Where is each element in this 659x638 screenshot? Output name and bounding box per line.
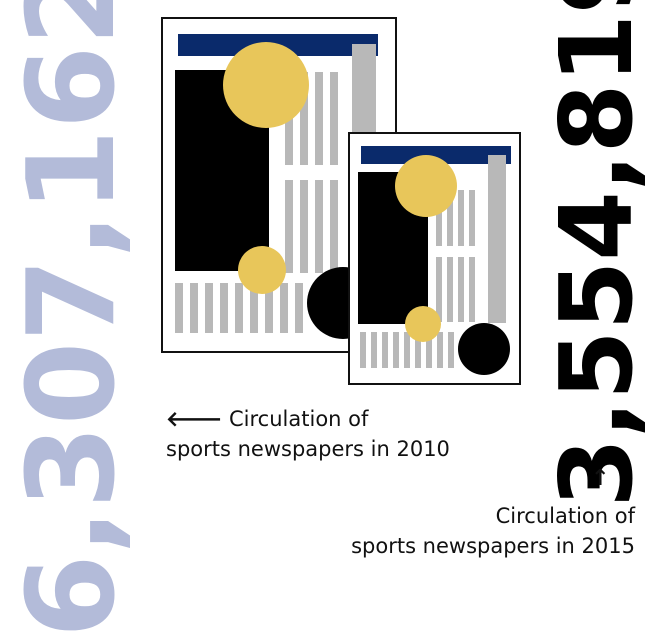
arrow-left-icon: 🡐	[166, 407, 223, 431]
newspaper-2015-icon	[348, 132, 521, 385]
newspaper-2015-masthead	[361, 146, 511, 164]
circulation-2015-number: 3,554,819	[538, 0, 655, 508]
caption-2015: Circulation of sports newspapers in 2015	[351, 501, 635, 562]
caption-2010-line1: Circulation of	[229, 407, 369, 431]
caption-2015-line1: Circulation of	[495, 504, 635, 528]
caption-2010: 🡐 Circulation of sports newspapers in 20…	[166, 404, 450, 465]
caption-2010-line2: sports newspapers in 2010	[166, 437, 450, 462]
arrow-up-icon: ↑	[591, 466, 610, 491]
newspapers-illustration	[161, 17, 521, 385]
caption-2015-line2: sports newspapers in 2015	[351, 534, 635, 559]
